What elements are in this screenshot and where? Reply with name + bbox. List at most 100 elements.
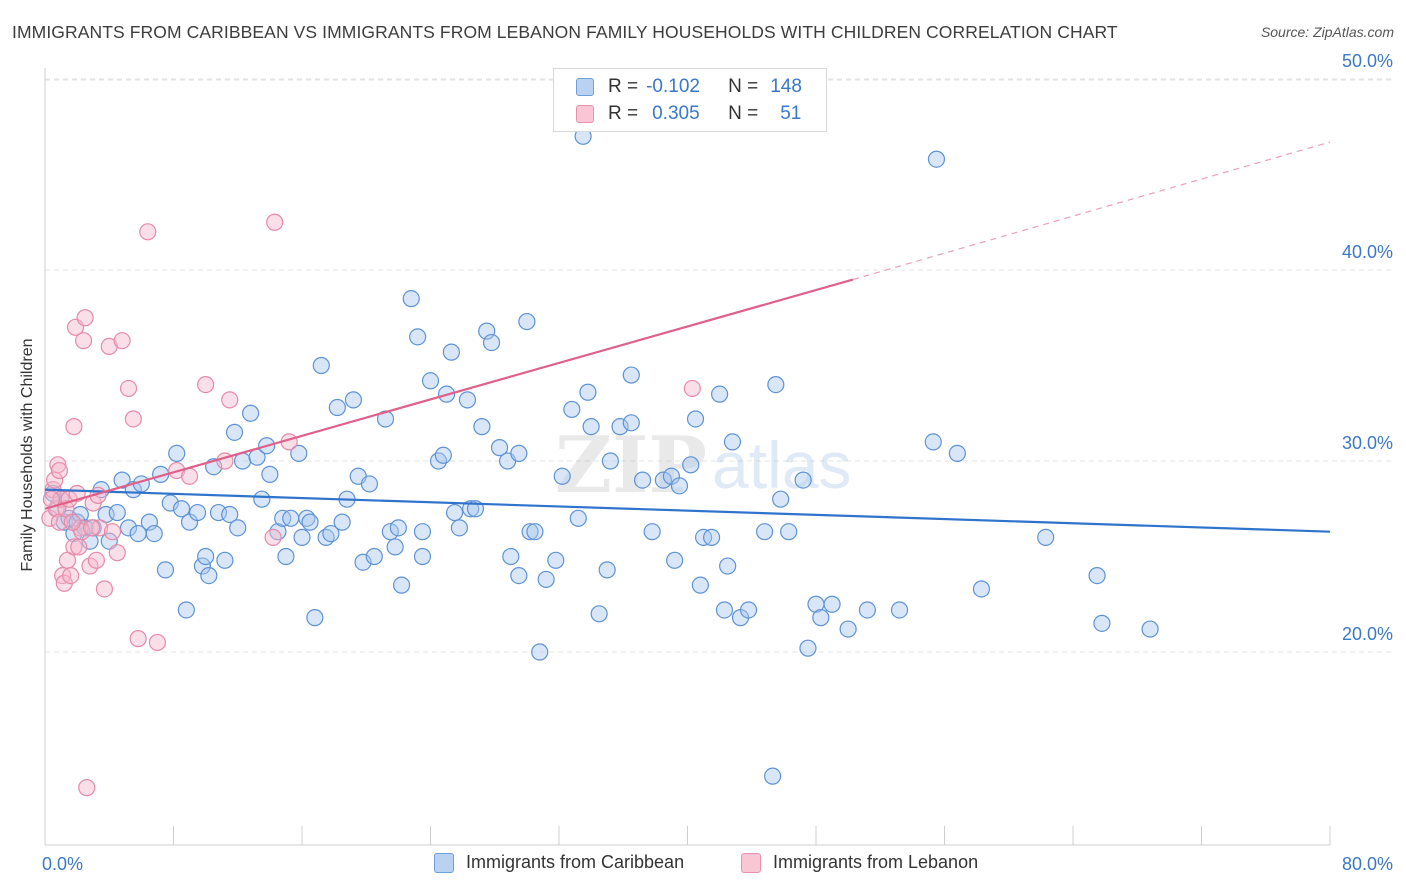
point-caribbean	[450, 519, 469, 537]
point-caribbean	[328, 398, 346, 417]
point-caribbean	[145, 524, 163, 543]
point-caribbean	[858, 601, 877, 619]
point-caribbean	[590, 605, 608, 623]
watermark: ZIP atlas	[555, 420, 851, 511]
point-lebanon	[113, 332, 131, 350]
point-caribbean	[409, 328, 427, 346]
x-tick-label: 0.0%	[42, 854, 83, 874]
point-lebanon	[264, 528, 282, 547]
point-caribbean	[715, 601, 734, 619]
point-caribbean	[521, 523, 539, 541]
point-caribbean	[547, 551, 565, 569]
point-lebanon	[103, 523, 122, 541]
point-caribbean	[812, 609, 830, 627]
source-label: Source: ZipAtlas.com	[1260, 24, 1394, 40]
series-lebanon	[41, 213, 701, 797]
point-caribbean	[177, 601, 195, 619]
point-caribbean	[510, 444, 528, 462]
point-lebanon	[129, 630, 147, 648]
y-tick-label: 50.0%	[1342, 51, 1393, 71]
point-caribbean	[666, 551, 684, 569]
legend-item-lebanon[interactable]: Immigrants from Lebanon	[741, 852, 978, 873]
point-caribbean	[622, 366, 640, 384]
point-caribbean	[1093, 614, 1111, 632]
legend-r-label: R =	[608, 103, 639, 124]
point-caribbean	[360, 475, 379, 493]
trendline-lebanon-extension	[852, 141, 1331, 281]
point-caribbean	[772, 490, 790, 508]
point-caribbean	[1088, 566, 1106, 585]
watermark-zip: ZIP	[555, 420, 707, 511]
point-lebanon	[139, 223, 157, 241]
point-caribbean	[253, 490, 271, 508]
point-caribbean	[702, 528, 721, 547]
point-caribbean	[293, 528, 311, 547]
point-caribbean	[197, 547, 215, 566]
point-caribbean	[686, 410, 705, 428]
legend-n-label: N =	[728, 76, 759, 97]
trendline-caribbean	[44, 488, 1331, 533]
point-caribbean	[510, 566, 528, 585]
point-caribbean	[413, 523, 432, 541]
point-lebanon	[119, 379, 138, 398]
point-lebanon	[180, 467, 199, 485]
legend-n-value: 51	[780, 103, 802, 124]
point-caribbean	[333, 513, 351, 531]
y-tick-label: 40.0%	[1342, 242, 1393, 262]
point-caribbean	[526, 523, 544, 541]
point-caribbean	[242, 404, 260, 422]
point-lebanon	[62, 566, 80, 585]
watermark-atlas: atlas	[712, 428, 851, 502]
point-caribbean	[442, 343, 460, 361]
point-caribbean	[611, 418, 629, 436]
point-caribbean	[601, 452, 620, 470]
point-caribbean	[711, 385, 729, 403]
point-caribbean	[225, 423, 244, 441]
point-caribbean	[569, 509, 587, 527]
point-caribbean	[502, 547, 520, 566]
point-lebanon	[41, 509, 59, 527]
point-caribbean	[553, 467, 571, 485]
point-caribbean	[537, 570, 555, 589]
point-caribbean	[156, 561, 175, 579]
legend-n-label: N =	[728, 103, 759, 124]
point-caribbean	[670, 477, 689, 495]
point-lebanon	[148, 633, 167, 652]
point-caribbean	[972, 580, 991, 598]
legend-swatch-lebanon	[741, 852, 761, 873]
point-caribbean	[582, 418, 600, 436]
point-caribbean	[421, 372, 440, 390]
point-caribbean	[780, 523, 798, 541]
gridlines	[45, 78, 1392, 653]
point-caribbean	[381, 523, 399, 541]
point-caribbean	[113, 471, 131, 489]
y-tick-label: 30.0%	[1342, 433, 1393, 453]
point-lebanon	[65, 538, 83, 556]
point-lebanon	[87, 551, 106, 569]
point-caribbean	[767, 376, 785, 394]
legend-item-caribbean[interactable]: Immigrants from Caribbean	[434, 852, 684, 873]
legend-swatch-lebanon	[576, 105, 594, 123]
point-caribbean	[531, 643, 549, 661]
point-caribbean	[458, 391, 477, 409]
legend-label-caribbean: Immigrants from Caribbean	[466, 852, 685, 872]
point-caribbean	[312, 356, 330, 375]
point-caribbean	[221, 505, 239, 524]
point-caribbean	[691, 576, 709, 594]
trendlines	[44, 141, 1331, 533]
point-caribbean	[799, 639, 817, 657]
point-caribbean	[473, 418, 491, 436]
y-tick-label: 20.0%	[1342, 624, 1393, 644]
point-caribbean	[723, 433, 742, 451]
point-lebanon	[63, 513, 81, 531]
point-caribbean	[301, 513, 319, 531]
point-caribbean	[306, 609, 324, 627]
point-caribbean	[108, 503, 126, 522]
point-caribbean	[927, 150, 946, 168]
series-legend: Immigrants from Caribbean Immigrants fro…	[0, 852, 1406, 878]
point-caribbean	[1141, 620, 1159, 638]
point-lebanon	[95, 580, 114, 598]
point-caribbean	[261, 465, 279, 483]
point-lebanon	[124, 410, 142, 428]
correlation-legend: R = -0.102 N = 148 R = 0.305 N = 51	[553, 68, 827, 132]
